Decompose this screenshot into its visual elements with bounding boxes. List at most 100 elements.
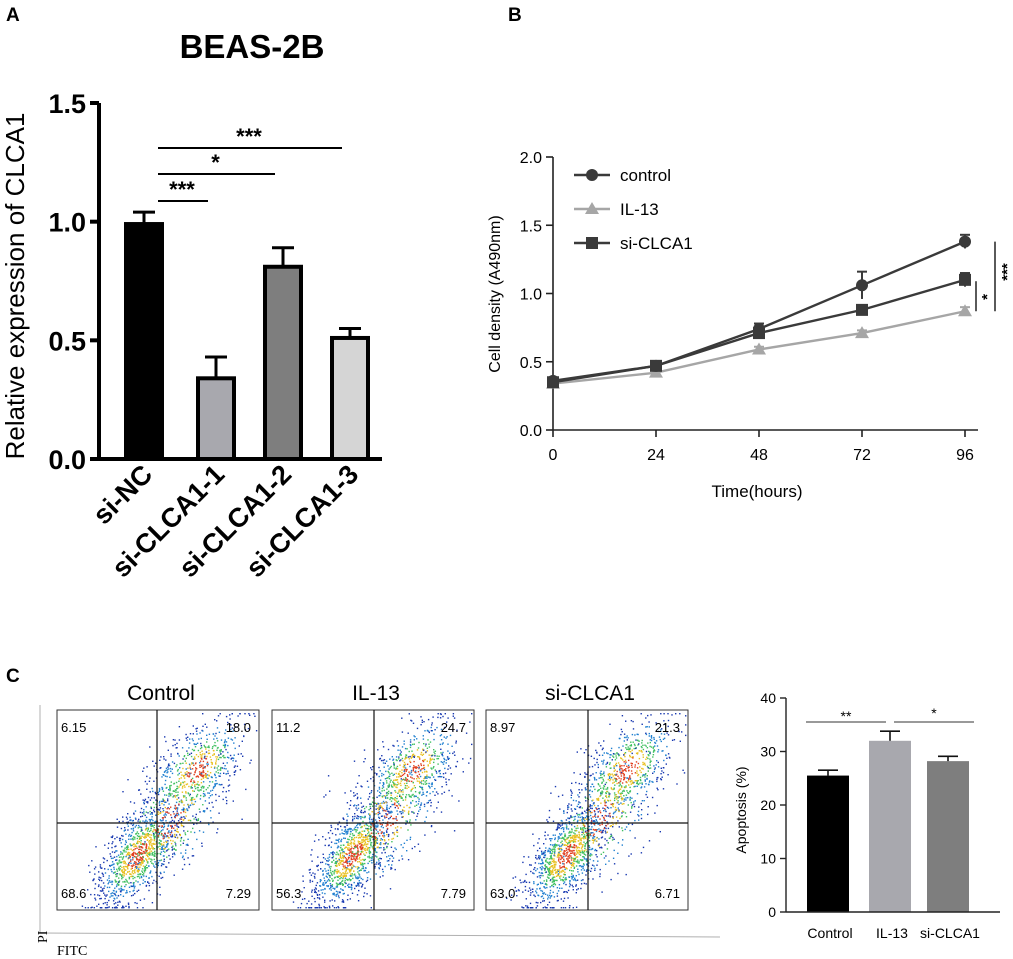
flow-dot [419,785,421,788]
flow-dot [422,760,425,763]
flow-dot [350,828,352,831]
flow-dot [191,763,193,765]
flow-dot [403,743,405,745]
flow-dot [147,812,149,814]
flow-dot [188,863,191,866]
flow-dot [578,843,581,846]
flow-dot [382,741,384,743]
flow-dot [555,861,557,863]
flow-dot [357,847,359,850]
flow-dot [533,872,535,875]
flow-dot [191,784,193,786]
flow-dot [555,871,557,873]
flow-dot [201,758,203,760]
flow-dot [568,832,570,834]
flow-dot [173,827,175,829]
flow-dot [517,889,520,891]
flow-dot [602,831,604,834]
flow-dot [388,807,390,810]
flow-dot [370,829,372,832]
flow-dot [403,806,405,808]
flow-dot [309,881,311,883]
flow-dot [431,730,433,732]
flow-dot [196,793,199,796]
flow-dot [560,879,562,881]
quadrant-lr-value: 7.79 [441,886,466,901]
flow-dot [131,865,134,867]
flow-dot [162,837,164,840]
flow-dot [365,834,367,836]
flow-dot [191,738,194,740]
flow-dot [552,873,554,876]
flow-dot [328,853,331,856]
flow-dot [418,780,420,783]
flow-dot [581,818,583,821]
flow-dot [209,756,212,758]
flow-dot [405,820,407,822]
flow-dot [153,780,155,782]
flow-dot [562,876,565,878]
flow-dot [163,860,165,862]
flow-dot [132,824,134,827]
flow-dot [339,856,342,859]
flow-dot [350,857,352,859]
flow-dot [601,836,604,838]
flow-dot [208,797,210,799]
flow-dot [192,782,194,784]
flow-dot [211,801,213,804]
flow-dot [297,907,299,909]
flow-dot [577,846,579,848]
flow-dot [382,832,385,834]
flow-dot [197,784,200,786]
flow-dot [155,803,157,806]
flow-dot [554,843,556,845]
flow-dot [565,849,568,851]
flow-dot [403,761,406,764]
flow-dot [193,818,195,820]
flow-dot [210,776,213,778]
flow-dot [314,891,316,893]
flow-dot [346,802,349,804]
flow-dot [379,782,381,784]
flow-dot [556,875,558,877]
flow-dot [146,849,148,852]
flow-dot [420,802,423,804]
flow-dot [121,876,123,878]
flow-dot [433,751,435,753]
flow-dot [352,829,354,831]
flow-dot [140,853,143,855]
flow-dot [347,884,349,886]
flow-dot [358,836,361,838]
flow-dot [157,831,160,833]
flow-dot [201,754,203,756]
flow-dot [144,820,146,823]
flow-dot [554,864,557,866]
flow-dot [365,827,367,830]
flow-dot [162,817,164,819]
flow-dot [174,794,176,797]
flow-dot [180,782,182,784]
flow-dot [208,749,210,752]
flow-dot [127,857,130,859]
flow-dot [225,802,228,805]
flow-dot [121,889,124,891]
flow-dot [309,879,311,881]
flow-dot [335,862,337,865]
flow-dot [147,881,149,883]
flow-dot [124,885,126,888]
flow-dot [219,769,221,771]
flow-dot [375,825,377,827]
flow-dot [191,787,193,789]
flow-dot [158,875,160,877]
flow-dot [219,756,221,759]
flow-dot [543,886,546,888]
flow-dot [355,807,357,809]
flow-dot [391,867,393,870]
flow-dot [360,864,362,866]
flow-dot [338,821,341,823]
flow-dot [310,874,313,876]
panel-b-axes: 0.00.51.01.52.00 24 48 72 96 [520,150,978,464]
flow-dot [347,856,350,859]
flow-dot [140,864,142,866]
flow-dot [413,765,415,767]
